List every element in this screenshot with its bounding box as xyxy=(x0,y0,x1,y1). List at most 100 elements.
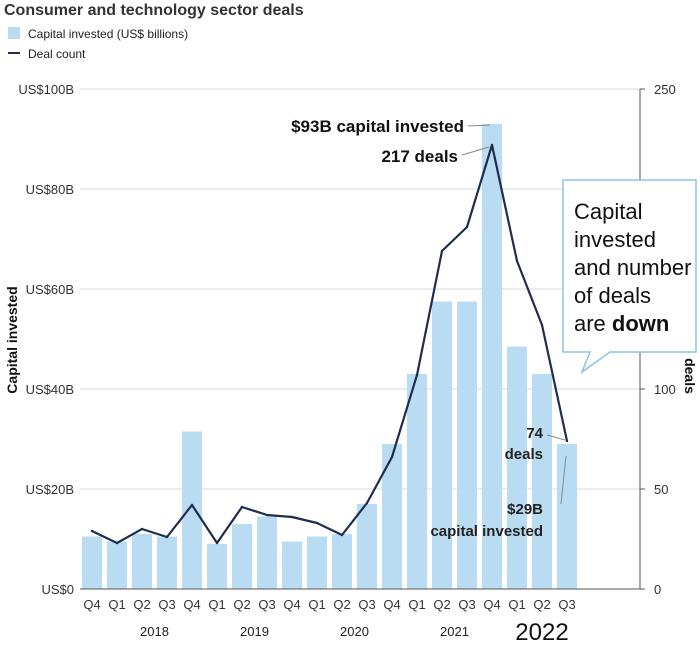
capital-bar xyxy=(182,431,202,589)
left-tick-label: US$20B xyxy=(26,482,74,497)
quarter-labels: Q4 Q1 Q2 Q3 Q4 Q1 Q2 Q3 Q4 Q1 Q2 Q3 Q4 Q1 Q2 Q3 Q4 Q1 Q2 Q3 xyxy=(83,597,575,612)
last-deals-leader xyxy=(546,434,566,441)
capital-bar xyxy=(457,301,477,589)
peak-deals-annotation: 217 deals xyxy=(381,147,458,166)
year-labels: 2018 2019 2020 2021 2022 xyxy=(140,619,569,646)
last-deals-word: deals xyxy=(505,446,543,463)
capital-bar xyxy=(432,301,452,589)
quarter-label: Q2 xyxy=(233,597,250,612)
last-capital-value: $29B xyxy=(507,501,543,518)
quarter-label: Q3 xyxy=(358,597,375,612)
legend: Capital invested (US$ billions) Deal cou… xyxy=(8,27,188,61)
deal-point xyxy=(365,501,369,505)
callout-line-4: of deals xyxy=(574,283,651,308)
capital-bar xyxy=(482,124,502,589)
capital-bar xyxy=(207,544,227,589)
capital-bar xyxy=(257,516,277,589)
year-label: 2018 xyxy=(140,624,169,639)
quarter-label: Q3 xyxy=(458,597,475,612)
quarter-label: Q4 xyxy=(383,597,400,612)
deal-point xyxy=(465,225,469,229)
left-tick-label: US$40B xyxy=(26,382,74,397)
left-tick-label: US$60B xyxy=(26,282,74,297)
deal-count-line xyxy=(91,143,569,545)
deal-point xyxy=(515,259,519,263)
deal-point xyxy=(315,521,319,525)
callout-line-5: are down xyxy=(574,311,669,336)
year-label: 2022 xyxy=(515,619,568,646)
capital-bar xyxy=(357,504,377,589)
peak-capital-annotation: $93B capital invested xyxy=(291,117,464,136)
right-tick-label: 0 xyxy=(654,582,661,597)
callout-line-2: invested xyxy=(574,227,656,252)
year-label: 2020 xyxy=(340,624,369,639)
callout-line-5-regular: are xyxy=(574,311,612,336)
chart-title: Consumer and technology sector deals xyxy=(4,2,304,19)
deal-point xyxy=(165,535,169,539)
capital-bar xyxy=(157,536,177,589)
deal-point xyxy=(90,529,94,533)
quarter-label: Q4 xyxy=(483,597,500,612)
capital-bar xyxy=(132,534,152,589)
right-axis-title: deals xyxy=(682,358,698,394)
deal-point xyxy=(415,373,419,377)
deal-point xyxy=(540,323,544,327)
year-label: 2021 xyxy=(440,624,469,639)
capital-bar xyxy=(282,541,302,589)
quarter-label: Q2 xyxy=(433,597,450,612)
capital-bar xyxy=(332,534,352,589)
callout-line-3: and number xyxy=(574,255,691,280)
deal-point xyxy=(265,513,269,517)
right-tick-label: 50 xyxy=(654,482,668,497)
capital-bar xyxy=(82,536,102,589)
callout-box xyxy=(562,179,697,375)
quarter-label: Q1 xyxy=(108,597,125,612)
quarter-label: Q2 xyxy=(133,597,150,612)
capital-bar xyxy=(557,444,577,589)
capital-bar xyxy=(382,444,402,589)
quarter-label: Q4 xyxy=(183,597,200,612)
last-capital-leader xyxy=(560,455,567,505)
year-label: 2019 xyxy=(240,624,269,639)
capital-bars xyxy=(82,124,577,589)
deal-point xyxy=(240,505,244,509)
quarter-label: Q1 xyxy=(208,597,225,612)
deal-point xyxy=(190,503,194,507)
quarter-label: Q4 xyxy=(83,597,100,612)
left-axis-ticks: US$0 US$20B US$40B US$60B US$80B US$100B xyxy=(18,82,74,597)
legend-label-deals: Deal count xyxy=(28,47,86,61)
capital-bar xyxy=(507,346,527,589)
last-deals-number: 74 xyxy=(526,425,543,442)
deal-point xyxy=(140,527,144,531)
quarter-label: Q1 xyxy=(308,597,325,612)
right-tick-label: 250 xyxy=(654,82,676,97)
deal-point xyxy=(440,249,444,253)
peak-capital-leader xyxy=(467,124,491,127)
capital-bar xyxy=(407,374,427,589)
left-tick-label: US$0 xyxy=(41,582,74,597)
deal-count-points xyxy=(90,143,569,545)
legend-swatch-capital xyxy=(8,27,20,39)
deal-point xyxy=(565,439,569,443)
legend-label-capital: Capital invested (US$ billions) xyxy=(28,27,188,41)
quarter-label: Q1 xyxy=(408,597,425,612)
quarter-label: Q3 xyxy=(558,597,575,612)
callout: Capital invested and number of deals are… xyxy=(562,179,697,375)
deal-point xyxy=(115,541,119,545)
capital-bar xyxy=(232,524,252,589)
quarter-label: Q1 xyxy=(508,597,525,612)
quarter-label: Q2 xyxy=(533,597,550,612)
quarter-label: Q2 xyxy=(333,597,350,612)
quarter-label: Q3 xyxy=(258,597,275,612)
annotations: $93B capital invested 217 deals 74 deals… xyxy=(291,117,567,540)
deal-point xyxy=(215,541,219,545)
left-axis-title: Capital invested xyxy=(4,286,20,393)
last-capital-word: capital invested xyxy=(430,523,543,540)
capital-bar xyxy=(107,541,127,589)
deal-point xyxy=(290,515,294,519)
peak-deals-leader xyxy=(461,146,490,156)
deal-point xyxy=(390,455,394,459)
deal-point xyxy=(340,533,344,537)
deal-point xyxy=(490,143,494,147)
